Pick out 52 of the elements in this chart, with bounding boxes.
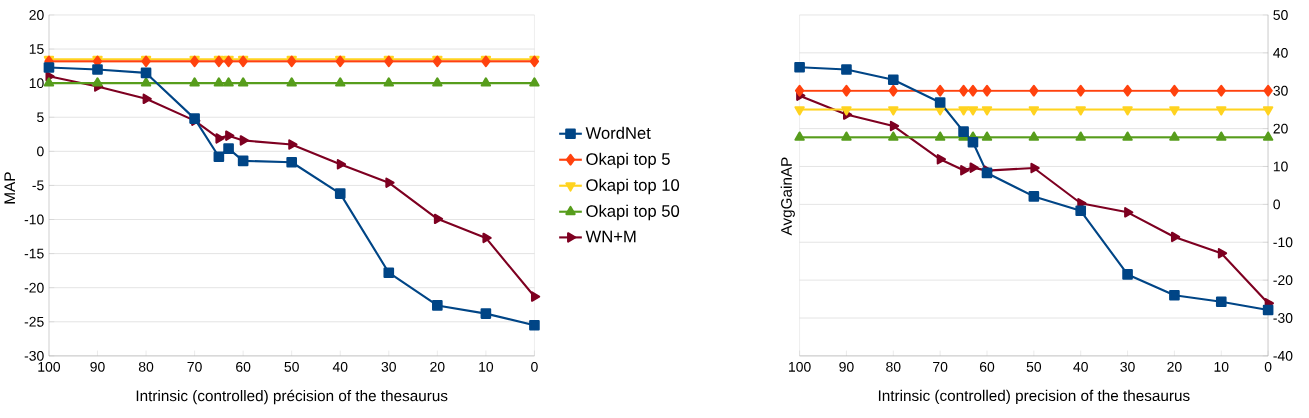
y-tick-label: 0 — [37, 146, 44, 157]
x-tick-label: 80 — [886, 362, 901, 372]
y-axis-title: AvgGainAP — [780, 157, 795, 236]
x-tick-label: 90 — [839, 362, 854, 372]
y-tick-label: 20 — [29, 10, 44, 21]
x-tick-label: 50 — [1026, 362, 1042, 372]
y-tick-label: 10 — [1273, 161, 1288, 172]
y-tick-label: 20 — [1273, 123, 1288, 134]
x-tick-label: 20 — [1167, 362, 1182, 372]
x-tick-label: 0 — [531, 362, 538, 372]
y-tick-label: -10 — [1273, 237, 1293, 248]
x-axis-title: Intrinsic (controlled) precision of the thesaurus — [878, 389, 1190, 405]
y-tick-label: -15 — [24, 248, 44, 259]
x-tick-label: 10 — [479, 362, 494, 372]
x-tick-label: 30 — [381, 362, 396, 372]
y-tick-label: -20 — [1273, 275, 1293, 286]
y-tick-label: 30 — [1273, 85, 1288, 96]
x-tick-label: 80 — [138, 362, 154, 372]
x-tick-label: 100 — [38, 362, 61, 372]
y-tick-label: 15 — [29, 44, 44, 55]
x-tick-label: 100 — [789, 362, 811, 372]
x-tick-label: 60 — [236, 362, 251, 372]
x-tick-label: 30 — [1120, 362, 1135, 372]
y-tick-label: 5 — [37, 112, 44, 123]
legend-label: WN+M — [585, 230, 636, 243]
y-tick-label: -30 — [24, 351, 44, 361]
y-axis-title: MAP — [4, 172, 15, 204]
y-tick-label: 50 — [1273, 10, 1288, 21]
y-tick-label: 40 — [1273, 48, 1288, 58]
y-tick-label: 10 — [29, 78, 44, 89]
x-tick-label: 70 — [187, 362, 202, 372]
legend-label: Okapi top 10 — [586, 178, 680, 195]
x-tick-label: 10 — [1214, 362, 1229, 372]
legend-label: WordNet — [585, 126, 651, 140]
x-tick-label: 70 — [933, 362, 948, 372]
x-tick-label: 60 — [979, 362, 995, 372]
x-tick-label: 90 — [90, 362, 105, 372]
legend-label: Okapi top 50 — [586, 204, 680, 221]
y-tick-label: -10 — [24, 214, 44, 225]
y-tick-label: -30 — [1273, 313, 1293, 324]
y-tick-label: -25 — [24, 317, 44, 327]
x-tick-label: 20 — [430, 362, 445, 372]
x-tick-label: 40 — [1073, 362, 1088, 372]
x-tick-label: 0 — [1264, 362, 1272, 372]
y-tick-label: -5 — [32, 180, 44, 191]
legend-label: Okapi top 5 — [586, 152, 670, 169]
x-axis-title: Intrinsic (controlled) précision of the thesaurus — [136, 389, 448, 405]
y-tick-label: 0 — [1273, 199, 1281, 210]
y-tick-label: -20 — [24, 282, 44, 293]
y-tick-label: -40 — [1273, 351, 1293, 361]
x-tick-label: 50 — [284, 362, 299, 372]
x-tick-label: 40 — [332, 362, 348, 372]
